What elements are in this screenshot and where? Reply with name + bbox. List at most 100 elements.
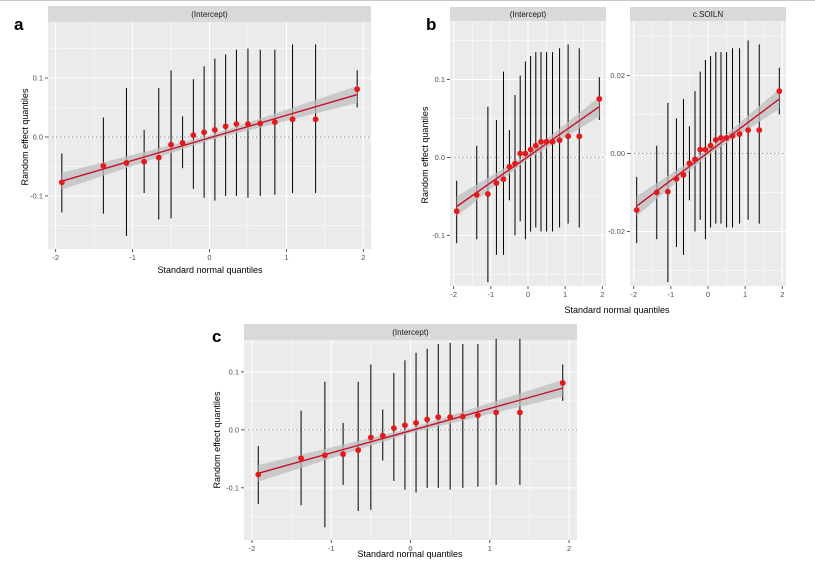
data-point <box>141 158 148 165</box>
y-tick-label: -0.1 <box>30 192 43 201</box>
data-point <box>233 121 240 127</box>
chart-a: (Intercept) -2 -1 0 1 2 -0.1 0.0 0.1 Standard nor… <box>20 6 371 275</box>
y-tick-label: 0.1 <box>229 367 239 376</box>
x-tick-label: -1 <box>668 290 675 299</box>
data-point <box>664 188 671 195</box>
data-point <box>340 451 347 458</box>
y-tick-label: 0.1 <box>33 74 43 83</box>
data-point <box>756 127 763 134</box>
data-point <box>190 132 197 139</box>
x-tick-label: -1 <box>328 544 335 553</box>
facet-a-1: (Intercept) -2 -1 0 1 2 -0.1 0.0 0.1 <box>30 6 371 262</box>
data-point <box>402 422 408 429</box>
x-tick-label: -2 <box>52 253 59 262</box>
facet-strip-label: (Intercept) <box>510 10 547 19</box>
data-point <box>123 160 130 166</box>
data-point <box>379 432 386 439</box>
data-point <box>367 434 374 441</box>
data-point <box>686 160 693 167</box>
data-point <box>201 129 208 136</box>
facet-strip-label: (Intercept) <box>191 10 228 19</box>
y-tick-label: 0.0 <box>229 425 239 434</box>
data-point <box>100 162 107 169</box>
chart-b: (Intercept) -2 -1 0 1 2 -0.1 0.0 0.1 c.SOILN -2 -1 0… <box>420 7 786 315</box>
data-point <box>673 175 680 182</box>
data-point <box>312 116 319 123</box>
facet-strip <box>244 324 577 340</box>
data-point <box>776 88 783 95</box>
data-point <box>723 135 730 141</box>
figure-label-b: b <box>426 15 437 34</box>
x-tick-label: 0 <box>526 290 530 299</box>
y-tick-label: 0.02 <box>610 71 625 80</box>
data-point <box>559 379 566 386</box>
x-tick-label: 1 <box>563 290 567 299</box>
data-point <box>702 146 709 153</box>
data-point <box>653 189 660 196</box>
x-tick-label: 1 <box>284 253 288 262</box>
data-point <box>321 452 328 459</box>
data-point <box>289 116 296 123</box>
x-tick-label: -1 <box>129 253 136 262</box>
data-point <box>155 154 162 161</box>
fit-line <box>636 98 780 207</box>
y-tick-label: 0.1 <box>435 75 445 84</box>
facet-strip <box>48 6 371 22</box>
data-point <box>473 191 480 198</box>
facet-strip-label: (Intercept) <box>392 328 429 337</box>
chart-c: (Intercept) -2 -1 0 1 2 -0.1 0.0 0.1 Standard nor… <box>212 324 577 559</box>
data-point <box>565 133 572 140</box>
data-point <box>527 146 534 153</box>
data-point <box>729 133 736 139</box>
figure-label-c: c <box>212 327 222 346</box>
data-point <box>512 160 518 167</box>
data-point <box>453 208 460 215</box>
top-border <box>0 0 815 1</box>
data-point <box>271 119 278 126</box>
data-point <box>692 156 698 163</box>
facet-strip <box>630 7 786 21</box>
data-point <box>245 121 251 127</box>
data-point <box>538 138 544 145</box>
data-point <box>168 141 174 148</box>
data-point <box>493 409 500 416</box>
x-tick-label: -2 <box>249 544 256 553</box>
data-point <box>633 207 640 213</box>
y-tick-label: -0.1 <box>226 483 239 492</box>
data-point <box>707 142 714 149</box>
facet-b-2: c.SOILN -2 -1 0 1 2 -0.02 0.00 0.02 <box>608 7 786 299</box>
data-point <box>355 447 362 454</box>
data-point <box>435 414 442 421</box>
data-point <box>58 179 65 186</box>
x-tick-label: 1 <box>743 290 747 299</box>
data-point <box>596 96 603 102</box>
data-point <box>413 419 419 426</box>
y-tick-label: 0.0 <box>435 153 445 162</box>
fit-line <box>456 106 600 208</box>
x-axis-title: Standard normal quantiles <box>564 305 670 315</box>
data-point <box>424 416 431 423</box>
data-point <box>298 455 304 462</box>
data-point <box>712 136 719 143</box>
facet-c-1: (Intercept) -2 -1 0 1 2 -0.1 0.0 0.1 <box>226 324 577 553</box>
x-tick-label: 1 <box>488 544 492 553</box>
data-point <box>447 414 454 421</box>
data-point <box>390 425 397 432</box>
x-tick-label: -2 <box>630 290 637 299</box>
facet-strip-label: c.SOILN <box>693 10 723 19</box>
x-tick-label: 0 <box>706 290 710 299</box>
data-point <box>493 180 500 187</box>
y-axis-title: Random effect quantiles <box>20 88 30 185</box>
data-point <box>459 413 466 420</box>
data-point <box>697 146 704 153</box>
x-axis-title: Standard normal quantiles <box>157 265 263 275</box>
y-tick-label: -0.1 <box>432 231 445 240</box>
figure-label-a: a <box>14 15 24 34</box>
data-point <box>522 150 529 157</box>
data-point <box>179 139 186 146</box>
data-point <box>543 138 550 145</box>
data-point <box>257 120 264 127</box>
data-point <box>517 150 524 157</box>
y-tick-label: 0.00 <box>610 149 625 158</box>
